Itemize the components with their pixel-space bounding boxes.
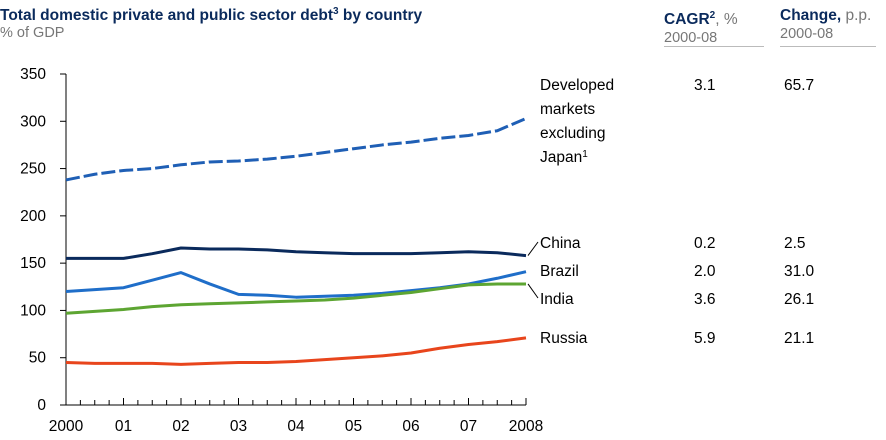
change-value-1: 2.5 [784,235,806,252]
y-tick-label-150: 150 [20,255,46,272]
x-tick-label-4: 04 [287,418,305,435]
cagr-value-1: 0.2 [694,235,716,252]
x-tick-label-0: 2000 [49,418,84,435]
cagr-value-2: 2.0 [694,263,716,280]
change-divider [780,46,876,47]
cagr-unit: , % [715,11,738,29]
series-line-4 [65,336,527,366]
cagr-value-3: 3.6 [694,291,716,308]
leader-line-china [527,241,539,256]
cagr-value-0: 3.1 [694,77,716,94]
chart-title-tail: by country [338,7,423,25]
cagr-label: CAGR [664,11,710,29]
cagr-value-4: 5.9 [694,330,716,347]
x-tick-label-2: 02 [172,418,189,435]
change-value-2: 31.0 [784,263,815,280]
series-label-2: Brazil [540,263,579,280]
change-value-3: 26.1 [784,291,814,308]
series-label-dev-line-1: markets [540,101,595,118]
leader-line-india [527,283,539,299]
chart-title: Total domestic private and public sector… [0,6,422,25]
chart-title-main: Total domestic private and public sector… [0,7,334,25]
series-line-1 [66,246,527,260]
cagr-period: 2000-08 [664,30,718,47]
x-tick-label-3: 03 [230,418,247,435]
cagr-footnote: 2 [709,10,716,21]
change-unit: p.p. [841,7,872,24]
cagr-divider [664,46,764,47]
y-tick-label-100: 100 [20,302,46,319]
series-label-dev-footnote: 1 [582,149,588,160]
series-label-dev-line-2: excluding [540,125,606,142]
series-label-dev-line-3: Japan1 [540,149,588,167]
change-label: Change, [780,7,842,24]
series-line-0 [65,117,527,182]
chart-subtitle: % of GDP [0,25,65,41]
change-value-0: 65.7 [784,77,814,94]
y-tick-label-50: 50 [29,350,47,367]
y-tick-label-200: 200 [20,208,46,225]
chart-title-footnote: 3 [333,6,339,17]
x-tick-label-6: 06 [402,418,419,435]
series-label-1: China [540,235,581,252]
y-tick-label-0: 0 [37,397,46,414]
change-value-4: 21.1 [784,330,814,347]
column-header-cagr: CAGR2, % 2000-08 [664,6,738,48]
y-tick-label-250: 250 [20,161,46,178]
change-period: 2000-08 [780,26,834,42]
series-line-2 [65,270,527,299]
x-tick-label-5: 05 [345,418,362,435]
series-label-3: India [540,291,574,308]
x-tick-label-8: 2008 [509,418,543,435]
x-tick-label-1: 01 [115,418,132,435]
series-label-dev-line-0: Developed [540,77,614,94]
series-label-4: Russia [540,330,588,347]
y-tick-label-350: 350 [20,66,46,83]
x-tick-label-7: 07 [460,418,477,435]
y-tick-label-300: 300 [20,113,46,130]
column-header-change: Change, p.p. 2000-08 [780,6,871,44]
series-line-3 [65,282,526,315]
